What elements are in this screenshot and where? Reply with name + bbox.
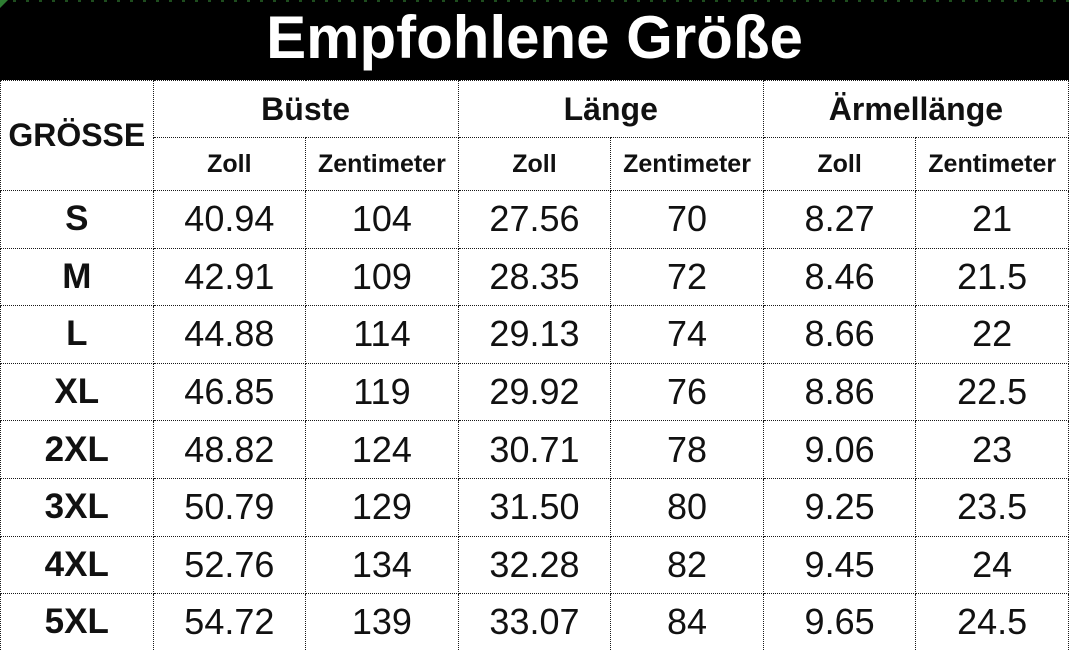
page-title: Empfohlene Größe [266, 4, 803, 71]
column-group-length: Länge [457, 80, 764, 138]
value-cell: 22.5 [915, 362, 1069, 422]
value-cell: 70 [610, 190, 764, 249]
value-cell: 24.5 [915, 593, 1069, 651]
column-subheader-bust-inches: Zoll [152, 137, 307, 191]
value-cell: 44.88 [152, 305, 307, 364]
value-cell: 119 [305, 362, 459, 422]
value-cell: 22 [915, 305, 1069, 364]
size-cell: XL [0, 362, 154, 422]
value-cell: 8.66 [762, 305, 917, 364]
column-subheader-length-inches: Zoll [457, 137, 612, 191]
size-cell: 4XL [0, 535, 154, 595]
table-row: XL 46.85 119 29.92 76 8.86 22.5 [0, 362, 1069, 422]
value-cell: 54.72 [152, 593, 307, 651]
size-cell: S [0, 190, 154, 249]
column-group-bust: Büste [152, 80, 459, 138]
value-cell: 40.94 [152, 190, 307, 249]
size-chart-table: GRÖSSE Büste Länge Ärmellänge Zoll Zenti… [0, 80, 1069, 651]
value-cell: 78 [610, 420, 764, 479]
value-cell: 23.5 [915, 477, 1069, 537]
size-cell: 3XL [0, 477, 154, 537]
value-cell: 9.65 [762, 593, 917, 651]
column-group-sleeve-length: Ärmellänge [762, 80, 1069, 138]
value-cell: 42.91 [152, 247, 307, 307]
value-cell: 74 [610, 305, 764, 364]
value-cell: 24 [915, 535, 1069, 595]
value-cell: 50.79 [152, 477, 307, 537]
value-cell: 114 [305, 305, 459, 364]
value-cell: 124 [305, 420, 459, 479]
value-cell: 72 [610, 247, 764, 307]
value-cell: 80 [610, 477, 764, 537]
value-cell: 139 [305, 593, 459, 651]
group-header-row: GRÖSSE Büste Länge Ärmellänge [0, 80, 1069, 191]
value-cell: 82 [610, 535, 764, 595]
value-cell: 109 [305, 247, 459, 307]
value-cell: 9.25 [762, 477, 917, 537]
value-cell: 28.35 [457, 247, 612, 307]
value-cell: 21 [915, 190, 1069, 249]
value-cell: 9.45 [762, 535, 917, 595]
green-corner-marker-icon [0, 0, 8, 8]
value-cell: 21.5 [915, 247, 1069, 307]
table-row: 5XL 54.72 139 33.07 84 9.65 24.5 [0, 593, 1069, 651]
value-cell: 33.07 [457, 593, 612, 651]
size-cell: M [0, 247, 154, 307]
value-cell: 9.06 [762, 420, 917, 479]
value-cell: 27.56 [457, 190, 612, 249]
value-cell: 31.50 [457, 477, 612, 537]
column-subheader-length-cm: Zentimeter [610, 137, 764, 191]
size-cell: L [0, 305, 154, 364]
value-cell: 52.76 [152, 535, 307, 595]
value-cell: 30.71 [457, 420, 612, 479]
table-header: GRÖSSE Büste Länge Ärmellänge Zoll Zenti… [0, 80, 1069, 191]
table-row: 4XL 52.76 134 32.28 82 9.45 24 [0, 535, 1069, 595]
value-cell: 84 [610, 593, 764, 651]
table-row: M 42.91 109 28.35 72 8.46 21.5 [0, 247, 1069, 307]
value-cell: 29.13 [457, 305, 612, 364]
value-cell: 76 [610, 362, 764, 422]
table-row: S 40.94 104 27.56 70 8.27 21 [0, 190, 1069, 249]
value-cell: 8.27 [762, 190, 917, 249]
table-body: S 40.94 104 27.56 70 8.27 21 M 42.91 109… [0, 190, 1069, 651]
size-cell: 2XL [0, 420, 154, 479]
sub-header-row: Zoll Zentimeter Zoll Zentimeter Zoll Zen… [1, 137, 1069, 191]
column-subheader-sleeve-inches: Zoll [762, 137, 917, 191]
value-cell: 48.82 [152, 420, 307, 479]
value-cell: 46.85 [152, 362, 307, 422]
value-cell: 8.86 [762, 362, 917, 422]
column-subheader-sleeve-cm: Zentimeter [915, 137, 1069, 191]
table-row: 3XL 50.79 129 31.50 80 9.25 23.5 [0, 477, 1069, 537]
column-header-size: GRÖSSE [0, 80, 154, 191]
size-cell: 5XL [0, 593, 154, 651]
value-cell: 129 [305, 477, 459, 537]
title-banner: Empfohlene Größe [0, 0, 1069, 80]
table-row: L 44.88 114 29.13 74 8.66 22 [0, 305, 1069, 364]
value-cell: 8.46 [762, 247, 917, 307]
value-cell: 32.28 [457, 535, 612, 595]
value-cell: 29.92 [457, 362, 612, 422]
value-cell: 134 [305, 535, 459, 595]
column-subheader-bust-cm: Zentimeter [305, 137, 459, 191]
value-cell: 23 [915, 420, 1069, 479]
table-row: 2XL 48.82 124 30.71 78 9.06 23 [0, 420, 1069, 479]
value-cell: 104 [305, 190, 459, 249]
